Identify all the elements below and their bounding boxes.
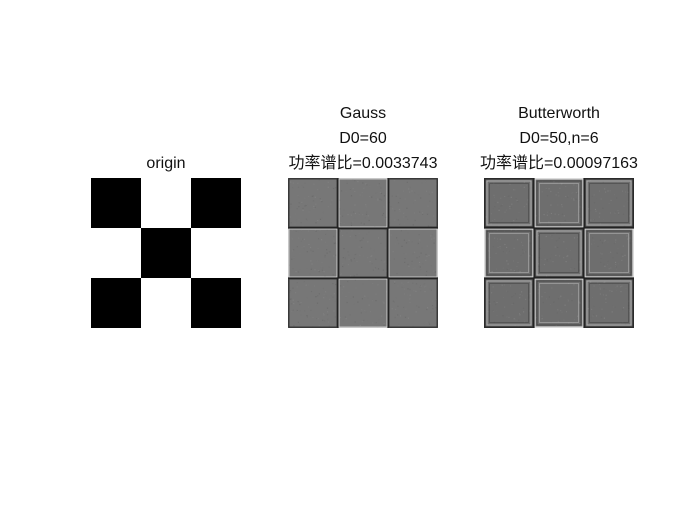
checker-cell: [191, 278, 241, 328]
title-line: D0=50,n=6: [519, 130, 599, 147]
panel-title-gauss: Gauss D0=60 功率谱比=0.0033743: [243, 101, 483, 176]
title-line: origin: [146, 155, 186, 172]
title-line: Butterworth: [518, 105, 600, 122]
checker-cell: [191, 178, 241, 228]
checker-cell: [141, 278, 191, 328]
panel-origin: origin: [91, 0, 241, 525]
panel-gauss: Gauss D0=60 功率谱比=0.0033743: [288, 0, 438, 525]
gauss-filtered-image: [288, 178, 438, 328]
title-line: 功率谱比=0.00097163: [480, 155, 638, 172]
origin-checkerboard: [91, 178, 241, 328]
checker-cell: [91, 178, 141, 228]
checker-cell: [91, 278, 141, 328]
panel-title-origin: origin: [46, 151, 286, 176]
butterworth-image: [484, 178, 634, 328]
panel-title-butterworth: Butterworth D0=50,n=6 功率谱比=0.00097163: [439, 101, 679, 176]
checker-cell: [91, 228, 141, 278]
checker-cell: [191, 228, 241, 278]
butterworth-filtered-image: [484, 178, 634, 328]
checker-cell: [141, 228, 191, 278]
checker-cell: [141, 178, 191, 228]
panel-butterworth: Butterworth D0=50,n=6 功率谱比=0.00097163: [480, 0, 638, 525]
origin-image: [91, 178, 241, 328]
title-line: D0=60: [339, 130, 387, 147]
title-line: 功率谱比=0.0033743: [288, 155, 438, 172]
title-line: Gauss: [339, 105, 387, 122]
gauss-image: [288, 178, 438, 328]
